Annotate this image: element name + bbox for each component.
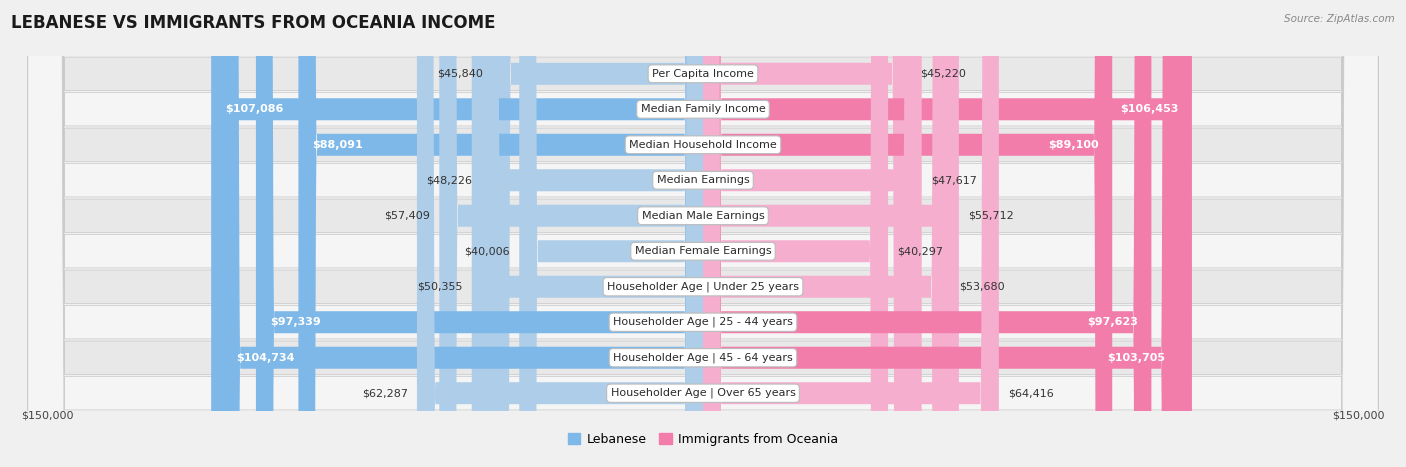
Text: $45,220: $45,220 (920, 69, 966, 79)
FancyBboxPatch shape (418, 0, 703, 467)
FancyBboxPatch shape (298, 0, 703, 467)
Text: Median Male Earnings: Median Male Earnings (641, 211, 765, 221)
FancyBboxPatch shape (703, 0, 949, 467)
FancyBboxPatch shape (28, 0, 1378, 467)
FancyBboxPatch shape (703, 0, 911, 467)
FancyBboxPatch shape (519, 0, 703, 467)
Text: $89,100: $89,100 (1047, 140, 1098, 150)
Text: Householder Age | Under 25 years: Householder Age | Under 25 years (607, 282, 799, 292)
FancyBboxPatch shape (703, 0, 998, 467)
Text: $104,734: $104,734 (236, 353, 294, 363)
FancyBboxPatch shape (703, 0, 1152, 467)
FancyBboxPatch shape (28, 0, 1378, 467)
FancyBboxPatch shape (28, 0, 1378, 467)
Text: $97,623: $97,623 (1087, 317, 1137, 327)
Text: $40,006: $40,006 (464, 246, 510, 256)
FancyBboxPatch shape (222, 0, 703, 467)
Text: $150,000: $150,000 (1333, 411, 1385, 421)
FancyBboxPatch shape (28, 0, 1378, 467)
Text: $62,287: $62,287 (361, 388, 408, 398)
Text: Median Household Income: Median Household Income (628, 140, 778, 150)
FancyBboxPatch shape (28, 0, 1378, 467)
Text: $106,453: $106,453 (1119, 104, 1178, 114)
FancyBboxPatch shape (703, 0, 1192, 467)
FancyBboxPatch shape (256, 0, 703, 467)
Text: LEBANESE VS IMMIGRANTS FROM OCEANIA INCOME: LEBANESE VS IMMIGRANTS FROM OCEANIA INCO… (11, 14, 496, 32)
Legend: Lebanese, Immigrants from Oceania: Lebanese, Immigrants from Oceania (562, 428, 844, 451)
FancyBboxPatch shape (472, 0, 703, 467)
Text: Householder Age | 25 - 44 years: Householder Age | 25 - 44 years (613, 317, 793, 327)
FancyBboxPatch shape (211, 0, 703, 467)
FancyBboxPatch shape (28, 0, 1378, 467)
FancyBboxPatch shape (703, 0, 1112, 467)
FancyBboxPatch shape (28, 0, 1378, 467)
Text: Source: ZipAtlas.com: Source: ZipAtlas.com (1284, 14, 1395, 24)
FancyBboxPatch shape (703, 0, 959, 467)
Text: $50,355: $50,355 (418, 282, 463, 292)
Text: $88,091: $88,091 (312, 140, 363, 150)
Text: $55,712: $55,712 (969, 211, 1014, 221)
Text: $48,226: $48,226 (426, 175, 472, 185)
Text: Householder Age | 45 - 64 years: Householder Age | 45 - 64 years (613, 353, 793, 363)
Text: $97,339: $97,339 (270, 317, 321, 327)
FancyBboxPatch shape (492, 0, 703, 467)
Text: Median Earnings: Median Earnings (657, 175, 749, 185)
Text: Median Family Income: Median Family Income (641, 104, 765, 114)
Text: Per Capita Income: Per Capita Income (652, 69, 754, 79)
FancyBboxPatch shape (439, 0, 703, 467)
FancyBboxPatch shape (703, 0, 922, 467)
Text: Householder Age | Over 65 years: Householder Age | Over 65 years (610, 388, 796, 398)
Text: $45,840: $45,840 (437, 69, 484, 79)
Text: $57,409: $57,409 (384, 211, 430, 221)
Text: $107,086: $107,086 (225, 104, 284, 114)
FancyBboxPatch shape (28, 0, 1378, 467)
FancyBboxPatch shape (481, 0, 703, 467)
Text: $150,000: $150,000 (21, 411, 73, 421)
FancyBboxPatch shape (703, 0, 889, 467)
FancyBboxPatch shape (28, 0, 1378, 467)
Text: Median Female Earnings: Median Female Earnings (634, 246, 772, 256)
FancyBboxPatch shape (703, 0, 1180, 467)
Text: $64,416: $64,416 (1008, 388, 1053, 398)
Text: $53,680: $53,680 (959, 282, 1004, 292)
Text: $40,297: $40,297 (897, 246, 943, 256)
FancyBboxPatch shape (28, 0, 1378, 467)
Text: $103,705: $103,705 (1108, 353, 1166, 363)
Text: $47,617: $47,617 (931, 175, 977, 185)
